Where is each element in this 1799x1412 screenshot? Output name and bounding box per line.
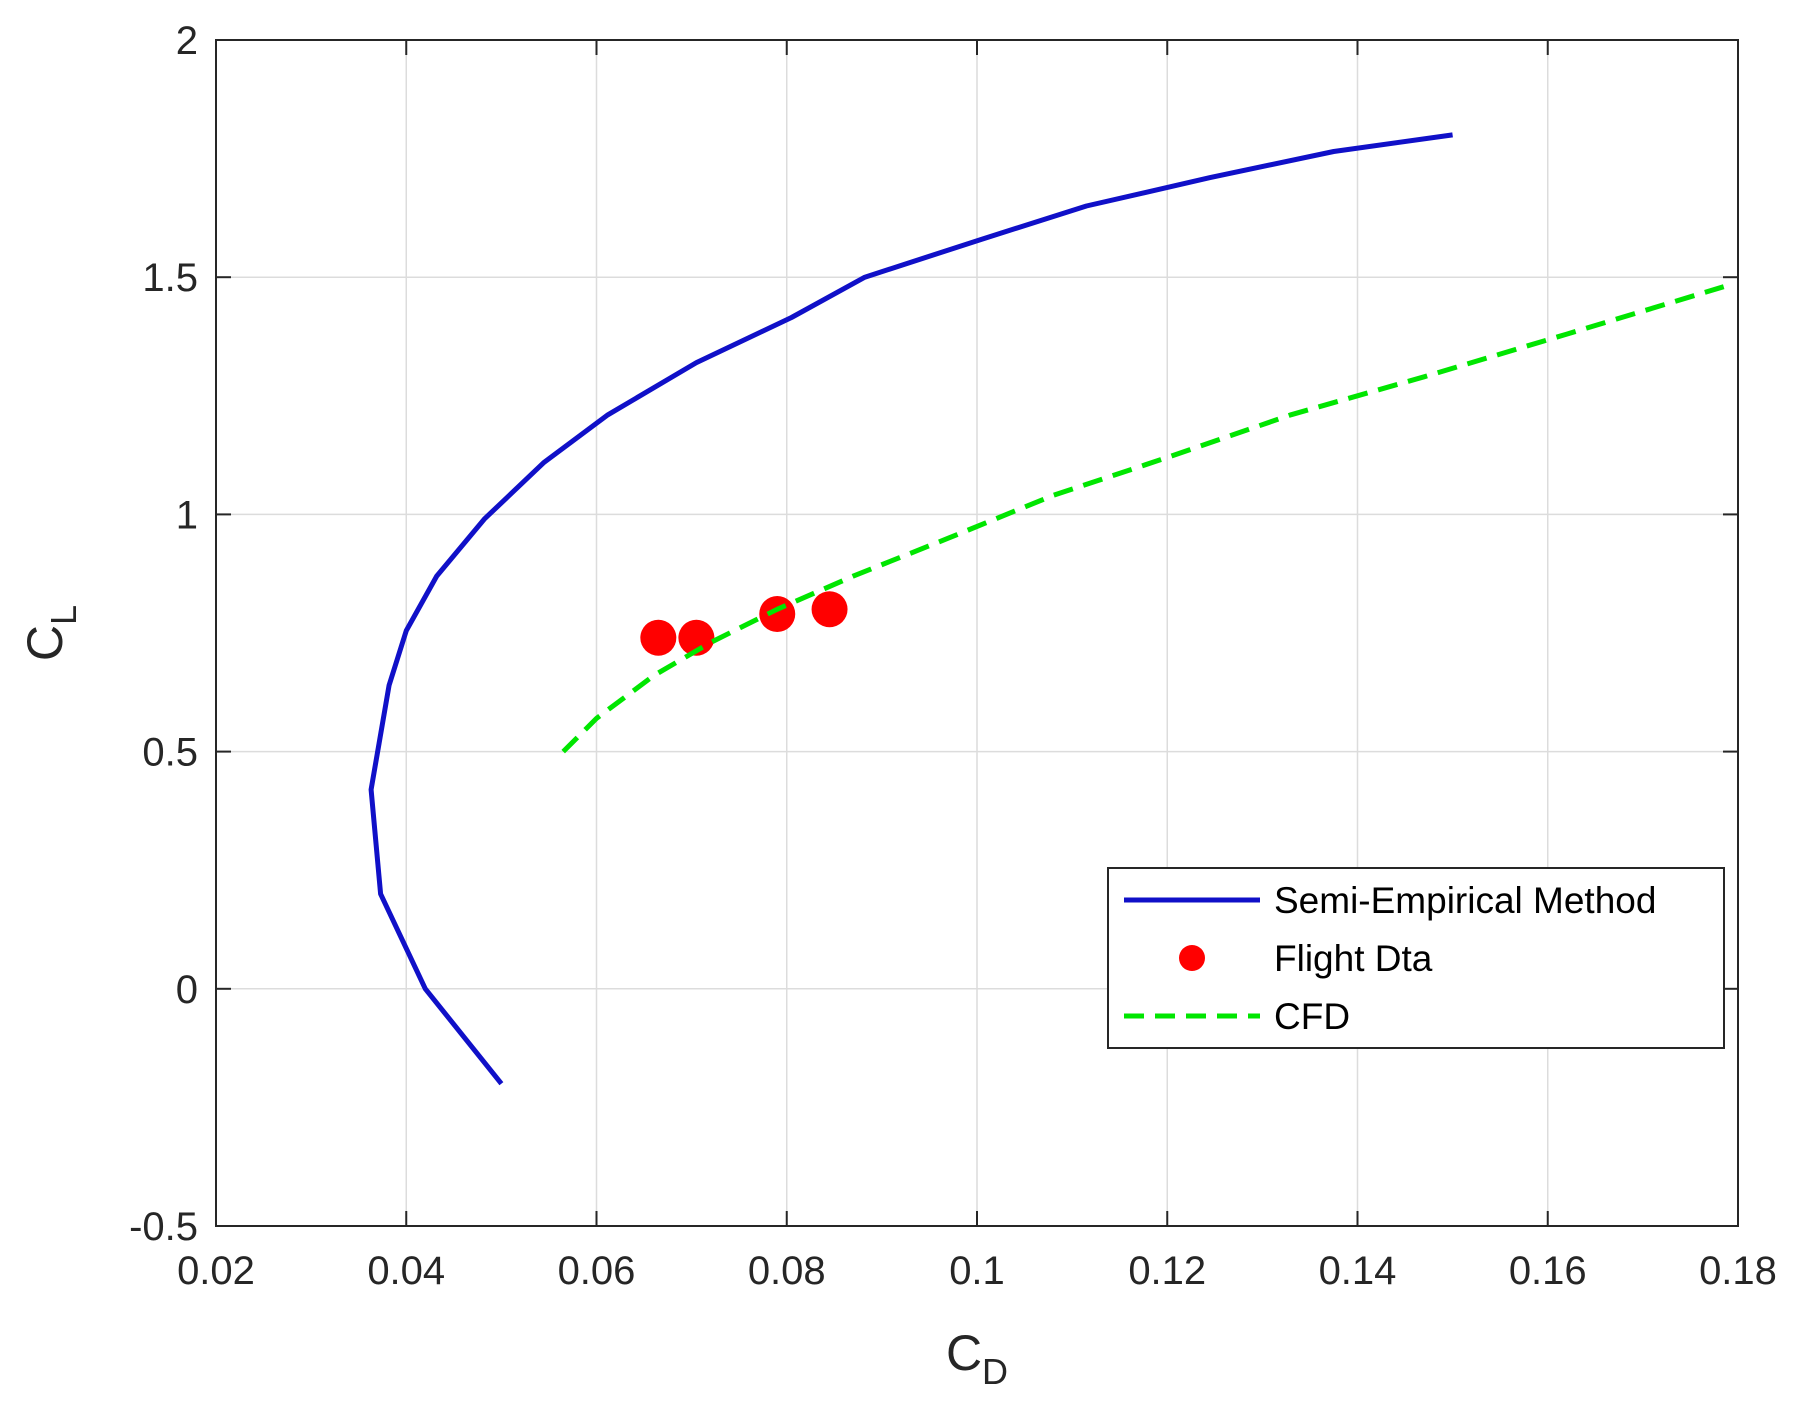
cfd-line — [561, 284, 1725, 754]
legend-label-cfd: CFD — [1274, 996, 1350, 1037]
legend-label-flight-data: Flight Dta — [1274, 938, 1433, 979]
x-tick-label: 0.12 — [1128, 1249, 1206, 1293]
x-tick-label: 0.08 — [748, 1249, 826, 1293]
flight-dta-point — [640, 619, 677, 656]
y-tick-label: 0 — [176, 968, 198, 1012]
y-tick-label: 0.5 — [142, 731, 198, 775]
x-tick-label: 0.16 — [1509, 1249, 1587, 1293]
x-tick-label: 0.18 — [1699, 1249, 1777, 1293]
y-tick-label: 2 — [176, 19, 198, 63]
flight-dta-point — [678, 619, 715, 656]
x-tick-label: 0.06 — [558, 1249, 636, 1293]
y-axis-label: CL — [17, 605, 84, 661]
flight-dta-point — [811, 591, 848, 628]
x-tick-label: 0.1 — [949, 1249, 1005, 1293]
legend: Semi-Empirical Method Flight Dta CFD — [1107, 867, 1725, 1049]
legend-swatch-flight-data — [1179, 945, 1205, 971]
ticks: 0.02 0.04 0.06 0.08 0.1 0.12 0.14 0.16 0.18 -0.5 0… — [129, 19, 1777, 1293]
x-tick-label: 0.02 — [177, 1249, 255, 1293]
grid — [216, 40, 1738, 1226]
y-tick-label: 1 — [176, 493, 198, 537]
x-tick-label: 0.14 — [1319, 1249, 1397, 1293]
semi-empirical-method-line — [368, 132, 1453, 1086]
y-tick-label: -0.5 — [129, 1205, 198, 1249]
flight-dta-point — [759, 596, 796, 633]
legend-label-semi-empirical: Semi-Empirical Method — [1274, 880, 1656, 921]
x-axis-label: CD — [946, 1325, 1008, 1392]
series-layer — [368, 132, 1725, 1086]
y-tick-label: 1.5 — [142, 256, 198, 300]
x-tick-label: 0.04 — [367, 1249, 445, 1293]
